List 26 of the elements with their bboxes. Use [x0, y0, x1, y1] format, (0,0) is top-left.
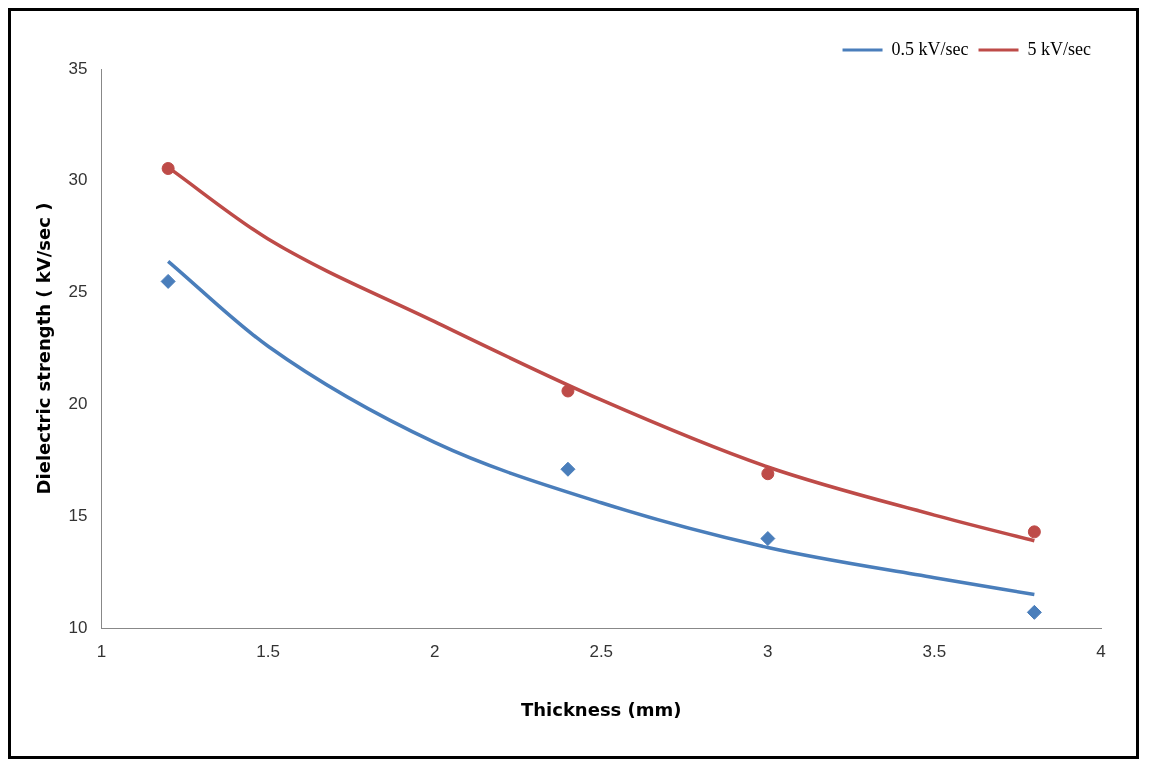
legend-label: 5 kV/sec [1027, 38, 1092, 59]
point [160, 273, 176, 289]
x-tick-label: 2 [429, 641, 440, 661]
x-axis-title: Thickness (mm) [520, 698, 682, 720]
x-tick-label: 3 [763, 641, 773, 661]
y-tick-label: 20 [68, 394, 88, 414]
point [761, 467, 775, 481]
y-axis-title: Dielectric strength ( kV/sec ) [33, 202, 55, 495]
point [760, 531, 776, 547]
y-tick-label: 10 [68, 617, 88, 637]
x-tick-label: 1 [96, 641, 107, 661]
x-tick-label: 2.5 [589, 641, 614, 661]
x-tick-label: 3.5 [922, 641, 947, 661]
y-tick-label: 15 [68, 505, 88, 525]
line-series [166, 259, 1037, 597]
point [560, 461, 576, 477]
y-tick-label: 30 [68, 170, 88, 190]
point [161, 162, 175, 175]
y-tick-label: 35 [68, 58, 88, 78]
point [1026, 604, 1042, 620]
point [561, 384, 575, 398]
legend-label: 0.5 kV/sec [891, 38, 969, 59]
point [1027, 525, 1041, 539]
y-tick-label: 25 [68, 282, 88, 302]
x-tick-label: 4 [1096, 641, 1106, 661]
x-tick-label: 1.5 [256, 641, 280, 661]
